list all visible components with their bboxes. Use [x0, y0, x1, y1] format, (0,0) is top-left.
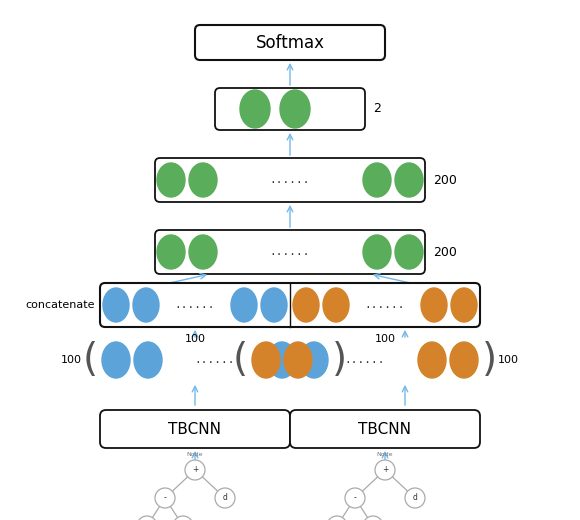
Ellipse shape	[395, 163, 423, 197]
Text: (: (	[83, 341, 98, 379]
Text: TBCNN: TBCNN	[358, 422, 411, 436]
Ellipse shape	[231, 288, 257, 322]
Circle shape	[173, 516, 193, 520]
FancyBboxPatch shape	[100, 410, 290, 448]
Ellipse shape	[133, 288, 159, 322]
Ellipse shape	[157, 163, 185, 197]
Text: 200: 200	[433, 174, 457, 187]
Text: ......: ......	[175, 300, 215, 310]
Ellipse shape	[363, 163, 391, 197]
Text: 200: 200	[433, 245, 457, 258]
Text: 2: 2	[373, 102, 381, 115]
Circle shape	[363, 516, 383, 520]
Ellipse shape	[240, 90, 270, 128]
Text: ......: ......	[270, 175, 310, 185]
FancyBboxPatch shape	[155, 158, 425, 202]
Ellipse shape	[300, 342, 328, 378]
Ellipse shape	[268, 342, 296, 378]
Text: Softmax: Softmax	[256, 33, 324, 51]
Text: -: -	[164, 493, 166, 502]
Ellipse shape	[418, 342, 446, 378]
Text: +: +	[382, 465, 388, 474]
Ellipse shape	[363, 235, 391, 269]
Ellipse shape	[102, 342, 130, 378]
Text: ): )	[332, 341, 347, 379]
Text: +: +	[192, 465, 198, 474]
Text: (: (	[233, 341, 248, 379]
Ellipse shape	[395, 235, 423, 269]
Ellipse shape	[421, 288, 447, 322]
Text: 100: 100	[184, 334, 205, 344]
Text: concatenate: concatenate	[26, 300, 95, 310]
Ellipse shape	[252, 342, 280, 378]
Ellipse shape	[157, 235, 185, 269]
FancyBboxPatch shape	[195, 25, 385, 60]
FancyBboxPatch shape	[290, 410, 480, 448]
Text: Node: Node	[377, 452, 393, 457]
Text: ......: ......	[195, 355, 235, 365]
FancyBboxPatch shape	[155, 230, 425, 274]
Text: d: d	[223, 493, 227, 502]
Circle shape	[185, 460, 205, 480]
Ellipse shape	[189, 163, 217, 197]
Text: 100: 100	[498, 355, 519, 365]
Text: ): )	[482, 341, 497, 379]
Ellipse shape	[323, 288, 349, 322]
Text: Node: Node	[187, 452, 203, 457]
Ellipse shape	[293, 288, 319, 322]
FancyBboxPatch shape	[100, 283, 480, 327]
Text: d: d	[412, 493, 418, 502]
Text: ......: ......	[345, 355, 385, 365]
Circle shape	[327, 516, 347, 520]
Ellipse shape	[451, 288, 477, 322]
Circle shape	[405, 488, 425, 508]
Text: TBCNN: TBCNN	[169, 422, 222, 436]
Ellipse shape	[450, 342, 478, 378]
Ellipse shape	[103, 288, 129, 322]
Text: ......: ......	[365, 300, 405, 310]
Text: 100: 100	[375, 334, 396, 344]
Ellipse shape	[280, 90, 310, 128]
Circle shape	[375, 460, 395, 480]
Circle shape	[137, 516, 157, 520]
Circle shape	[155, 488, 175, 508]
Text: ......: ......	[270, 247, 310, 257]
Ellipse shape	[134, 342, 162, 378]
Ellipse shape	[284, 342, 312, 378]
Text: -: -	[354, 493, 356, 502]
Circle shape	[215, 488, 235, 508]
FancyBboxPatch shape	[215, 88, 365, 130]
Text: 100: 100	[61, 355, 82, 365]
Ellipse shape	[189, 235, 217, 269]
Ellipse shape	[261, 288, 287, 322]
Circle shape	[345, 488, 365, 508]
